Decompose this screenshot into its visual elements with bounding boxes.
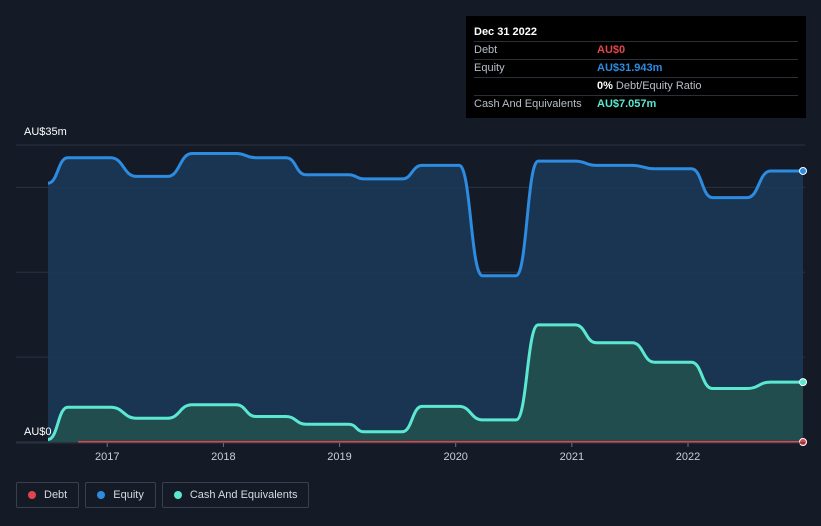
x-tick-label: 2022 — [676, 451, 700, 463]
y-axis-bottom-label: AU$0 — [24, 426, 52, 438]
tooltip-row-cash: Cash And Equivalents AU$7.057m — [474, 95, 798, 113]
x-tick-label: 2019 — [327, 451, 351, 463]
tooltip-equity-label: Equity — [474, 62, 505, 74]
debt-end-marker — [799, 438, 807, 446]
legend-dot-cash — [173, 491, 182, 499]
legend-item-cash[interactable]: Cash And Equivalents — [161, 482, 310, 508]
tooltip-debt-label: Debt — [474, 44, 498, 56]
y-axis-top-label: AU$35m — [24, 126, 67, 138]
cash-line — [47, 323, 803, 441]
tooltip-cash-label: Cash And Equivalents — [474, 98, 582, 110]
legend-item-equity[interactable]: Equity — [85, 482, 156, 508]
cash-end-marker — [799, 378, 807, 387]
equity-end-marker — [799, 166, 807, 175]
tooltip-debt-value: AU$0 — [597, 44, 626, 56]
legend-dot-debt — [28, 491, 36, 499]
hover-tooltip: Dec 31 2022 Debt AU$0 Equity AU$31.943m … — [466, 16, 806, 118]
tooltip-date: Dec 31 2022 — [474, 26, 537, 38]
legend-item-debt[interactable]: Debt — [16, 482, 80, 508]
tooltip-row-ratio: 0% Debt/Equity Ratio — [474, 77, 798, 95]
chart-legend: Debt Equity Cash And Equivalents — [16, 482, 315, 508]
tooltip-equity-value: AU$31.943m — [597, 62, 663, 74]
x-axis-ticks: 2017 2018 2019 2020 2021 2022 — [16, 442, 805, 463]
tooltip-row-debt: Debt AU$0 — [474, 41, 798, 59]
equity-line — [47, 152, 803, 278]
x-tick-label: 2017 — [95, 451, 119, 463]
legend-dot-equity — [97, 491, 106, 499]
cash-area — [48, 324, 803, 442]
x-tick-label: 2018 — [211, 451, 235, 463]
plot-area — [47, 152, 807, 446]
tooltip-row-equity: Equity AU$31.943m — [474, 59, 798, 77]
legend-label-equity: Equity — [113, 489, 144, 501]
tooltip-cash-value: AU$7.057m — [597, 98, 657, 110]
legend-label-debt: Debt — [44, 489, 68, 501]
x-tick-label: 2020 — [443, 451, 467, 463]
legend-label-cash: Cash And Equivalents — [189, 489, 298, 501]
tooltip-ratio-label: Debt/Equity Ratio — [615, 80, 702, 92]
x-tick-label: 2021 — [560, 451, 584, 463]
tooltip-ratio-value: 0% — [597, 80, 613, 92]
